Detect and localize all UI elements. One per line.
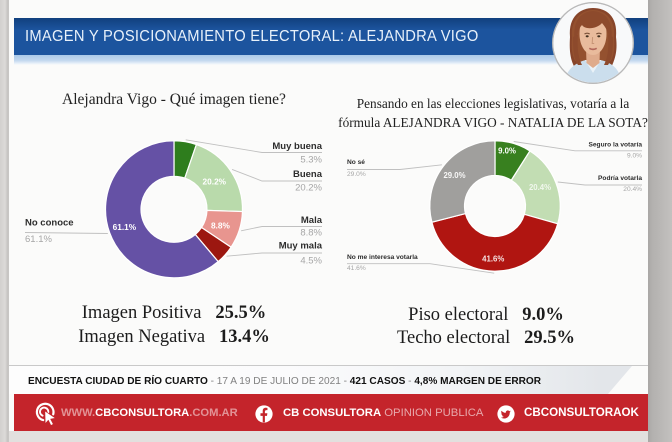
svg-text:Mala: Mala bbox=[301, 215, 323, 226]
svg-text:8.8%: 8.8% bbox=[211, 221, 231, 231]
svg-text:Buena: Buena bbox=[293, 169, 323, 180]
svg-text:4.5%: 4.5% bbox=[300, 255, 322, 266]
svg-text:20.2%: 20.2% bbox=[295, 183, 322, 194]
svg-text:Seguro la votaría: Seguro la votaría bbox=[588, 142, 642, 149]
svg-text:5.3%: 5.3% bbox=[300, 155, 322, 166]
svg-text:Podría votarla: Podría votarla bbox=[598, 175, 642, 182]
svg-text:41.6%: 41.6% bbox=[347, 265, 366, 272]
svg-text:41.6%: 41.6% bbox=[482, 255, 504, 264]
svg-text:20.2%: 20.2% bbox=[203, 176, 227, 186]
svg-text:29.0%: 29.0% bbox=[443, 171, 465, 180]
svg-text:9.0%: 9.0% bbox=[627, 153, 642, 160]
svg-text:No conoce: No conoce bbox=[25, 218, 74, 229]
svg-text:No sé: No sé bbox=[347, 159, 365, 166]
svg-text:8.8%: 8.8% bbox=[300, 228, 322, 239]
svg-text:20.4%: 20.4% bbox=[623, 186, 642, 193]
svg-text:29.0%: 29.0% bbox=[347, 171, 366, 178]
svg-text:Muy buena: Muy buena bbox=[272, 141, 322, 152]
svg-text:9.0%: 9.0% bbox=[498, 147, 516, 156]
svg-text:No me interesa votarla: No me interesa votarla bbox=[347, 254, 418, 261]
svg-text:61.1%: 61.1% bbox=[113, 222, 137, 232]
svg-text:20.4%: 20.4% bbox=[529, 183, 551, 192]
svg-text:61.1%: 61.1% bbox=[25, 234, 52, 245]
svg-text:Muy mala: Muy mala bbox=[279, 240, 323, 251]
